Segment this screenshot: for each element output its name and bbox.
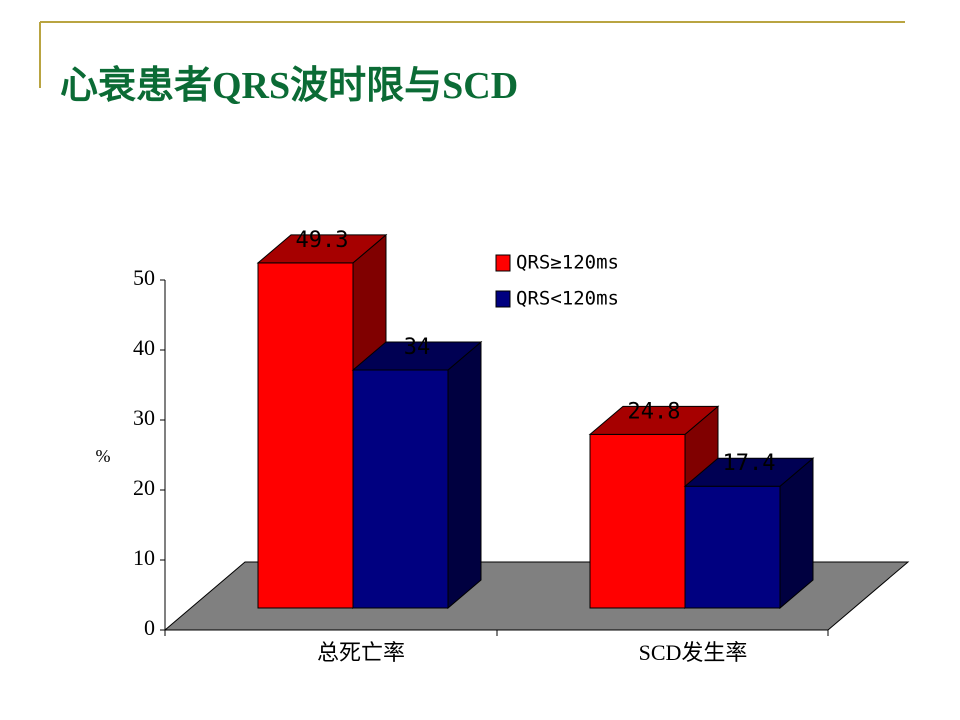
y-tick-label: 10 (133, 545, 155, 570)
value-label: 34 (404, 335, 431, 360)
legend-label: QRS<120ms (516, 288, 619, 310)
bar-front (684, 485, 781, 609)
bar-front (352, 369, 449, 609)
bar-top (351, 341, 483, 371)
x-tick-label: 总死亡率 (317, 640, 405, 665)
bar-top (588, 405, 720, 435)
bar-front (257, 262, 354, 609)
y-tick-label: 20 (133, 475, 155, 500)
chart-title: 心衰患者QRS波时限与SCD (60, 65, 518, 107)
value-label: 17.4 (723, 451, 776, 476)
x-tick-label: SCD发生率 (639, 640, 748, 665)
value-label: 49.3 (296, 228, 349, 253)
bar-side (447, 340, 482, 610)
y-tick-label: 30 (133, 405, 155, 430)
y-axis-label: % (96, 446, 111, 466)
legend-label: QRS≥120ms (516, 252, 619, 274)
bar-front (589, 433, 686, 609)
value-label: 24.8 (628, 399, 681, 424)
bar-top (683, 457, 815, 487)
y-tick-label: 40 (133, 335, 155, 360)
legend-swatch (495, 290, 511, 308)
legend-swatch (495, 254, 511, 272)
y-tick-label: 0 (144, 615, 155, 640)
bar-top (256, 234, 388, 264)
y-tick-label: 50 (133, 265, 155, 290)
